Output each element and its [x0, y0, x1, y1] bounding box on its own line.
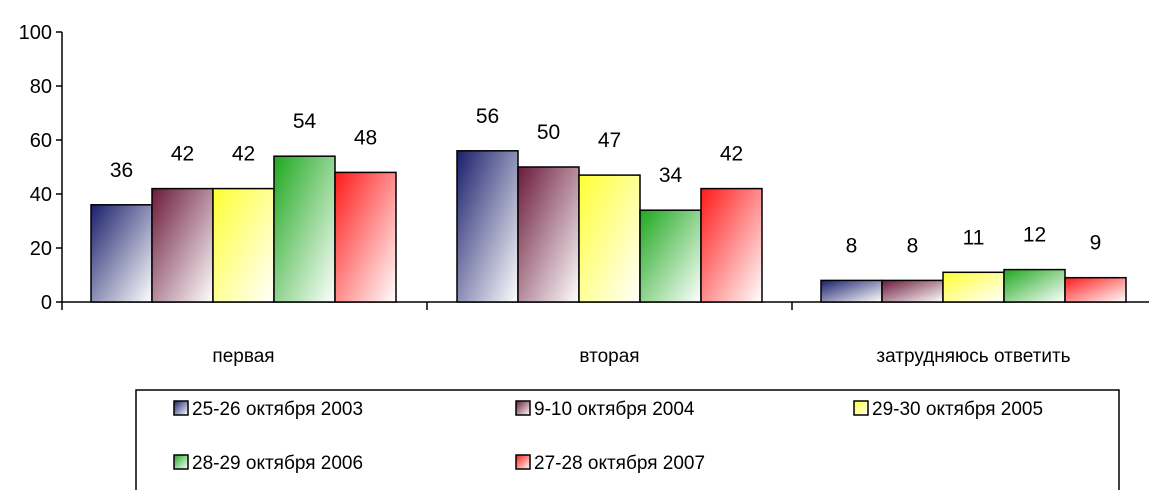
- data-label: 34: [659, 164, 683, 187]
- data-label: 54: [293, 110, 317, 133]
- legend-entry: 28-29 октября 2006: [192, 453, 363, 474]
- y-tick-label: 60: [30, 130, 52, 152]
- y-axis: 0 20 40 60 80 100: [19, 22, 63, 314]
- bar: [700, 187, 763, 303]
- legend-swatch: [515, 400, 531, 416]
- bar: [1003, 268, 1066, 303]
- category-label: первая: [212, 346, 274, 367]
- data-label: 8: [907, 234, 919, 257]
- y-tick-label: 0: [41, 292, 52, 314]
- y-tick-label: 40: [30, 184, 52, 206]
- bar: [881, 279, 944, 303]
- bar: [151, 187, 214, 303]
- bar: [820, 279, 883, 303]
- legend-swatch: [173, 454, 189, 470]
- data-label: 11: [963, 226, 985, 249]
- data-label: 42: [171, 143, 194, 166]
- data-label: 8: [846, 234, 858, 257]
- data-label: 47: [598, 129, 621, 152]
- data-label: 50: [537, 121, 560, 144]
- category-label: затрудняюсь ответить: [876, 346, 1070, 367]
- data-label: 48: [354, 126, 377, 149]
- legend-entry: 29-30 октября 2005: [872, 399, 1043, 420]
- bars: [90, 150, 1127, 303]
- data-labels: 36 42 42 54 48 56 50 47 34 42 8 8 11 12 9: [110, 105, 1102, 258]
- y-tick-label: 80: [30, 76, 52, 98]
- bar: [334, 171, 397, 303]
- y-tick-label: 20: [30, 238, 52, 260]
- legend-entry: 25-26 октября 2003: [192, 399, 363, 420]
- data-label: 42: [720, 143, 743, 166]
- bar: [273, 155, 336, 303]
- bar: [212, 187, 275, 303]
- bar: [578, 174, 641, 303]
- y-tick-label: 100: [19, 22, 52, 44]
- legend-entry: 9-10 октября 2004: [534, 399, 695, 420]
- legend: 25-26 октября 2003 9-10 октября 2004 29-30…: [135, 389, 1120, 490]
- data-label: 12: [1023, 224, 1046, 247]
- legend-box: [135, 389, 1120, 490]
- bar: [456, 150, 519, 303]
- bar: [942, 271, 1005, 303]
- legend-entry: 27-28 октября 2007: [534, 453, 705, 474]
- legend-swatch: [853, 400, 869, 416]
- legend-swatch: [515, 454, 531, 470]
- bar: [517, 166, 580, 303]
- x-axis: первая вторая затрудняюсь ответить: [61, 301, 1149, 367]
- bar: [1064, 276, 1127, 303]
- category-label: вторая: [579, 346, 639, 367]
- data-label: 36: [110, 159, 133, 182]
- bar: [639, 209, 702, 303]
- legend-swatch: [173, 400, 189, 416]
- data-label: 56: [476, 105, 499, 128]
- data-label: 9: [1090, 232, 1102, 255]
- bar: [90, 204, 153, 303]
- data-label: 42: [232, 143, 255, 166]
